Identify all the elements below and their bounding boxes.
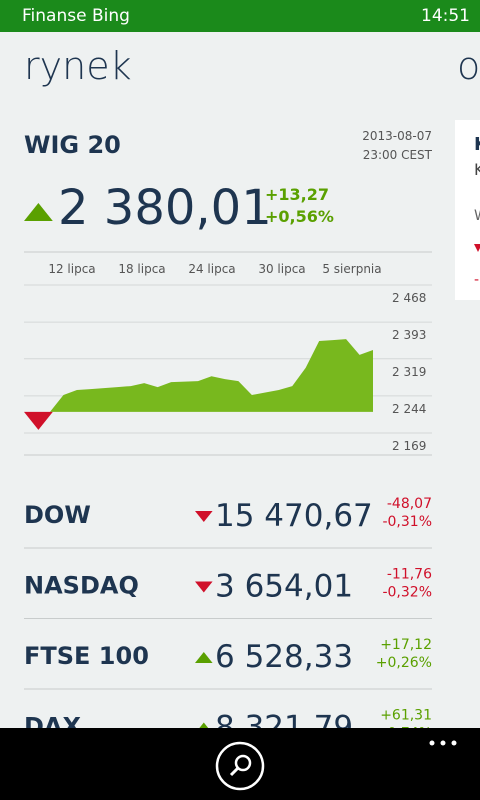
row-name: DAX: [24, 713, 81, 729]
pivot-next[interactable]: o: [457, 44, 480, 88]
direction-triangle: [24, 203, 53, 221]
status-bar: Finanse Bing 14:51: [0, 0, 480, 32]
index-time: 23:00 CEST: [363, 148, 433, 162]
x-label: 24 lipca: [188, 262, 235, 276]
side-triangle: [474, 244, 480, 252]
side-text: W: [474, 208, 480, 224]
y-tick-label: 2 244: [392, 402, 426, 416]
index-percent: +0,56%: [265, 207, 334, 226]
side-panel[interactable]: K K W -: [455, 120, 480, 300]
row-triangle: [195, 511, 213, 522]
app-name: Finanse Bing: [22, 6, 130, 26]
index-change: +13,27: [265, 185, 329, 204]
index-name: WIG 20: [24, 131, 121, 159]
clock: 14:51: [421, 6, 470, 26]
pivot-title[interactable]: rynek: [24, 44, 132, 88]
side-text: K: [474, 134, 480, 155]
y-tick-label: 2 468: [392, 291, 426, 305]
reference-triangle: [24, 411, 53, 430]
row-change: -48,07: [387, 496, 432, 512]
y-tick-label: 2 393: [392, 328, 426, 342]
row-value: 6 528,33: [215, 639, 353, 675]
app-bar: [0, 728, 480, 800]
row-change: -11,76: [387, 567, 432, 583]
row-name: FTSE 100: [24, 642, 149, 670]
x-label: 5 sierpnia: [322, 262, 381, 276]
index-value: 2 380,01: [58, 180, 272, 236]
row-value: 15 470,67: [215, 498, 373, 534]
more-button[interactable]: [428, 738, 460, 748]
side-text: -: [474, 272, 480, 288]
row-value: 3 654,01: [215, 569, 353, 605]
row-triangle: [195, 581, 213, 593]
y-tick-label: 2 169: [392, 439, 426, 453]
row-triangle: [199, 722, 209, 728]
y-tick-label: 2 319: [392, 365, 426, 379]
side-text: K: [474, 160, 480, 179]
row-percent: +0,26%: [376, 655, 432, 671]
x-label: 30 lipca: [258, 262, 305, 276]
content: WIG 20 2013-08-07 23:00 CEST 2 380,01 +1…: [24, 129, 433, 729]
area: [50, 339, 373, 412]
row-value: 8 321,79: [215, 710, 353, 729]
row-change: +61,31: [380, 708, 432, 724]
row-change: +17,12: [380, 637, 432, 653]
row-name: NASDAQ: [24, 572, 139, 600]
row-triangle: [195, 652, 213, 663]
index-date: 2013-08-07: [362, 129, 432, 143]
row-percent: +0,74%: [376, 726, 432, 729]
x-label: 12 lipca: [48, 262, 95, 276]
row-percent: -0,31%: [382, 514, 432, 530]
search-button[interactable]: [214, 740, 266, 792]
x-label: 18 lipca: [118, 262, 165, 276]
row-percent: -0,32%: [382, 585, 432, 601]
row-name: DOW: [24, 501, 91, 529]
